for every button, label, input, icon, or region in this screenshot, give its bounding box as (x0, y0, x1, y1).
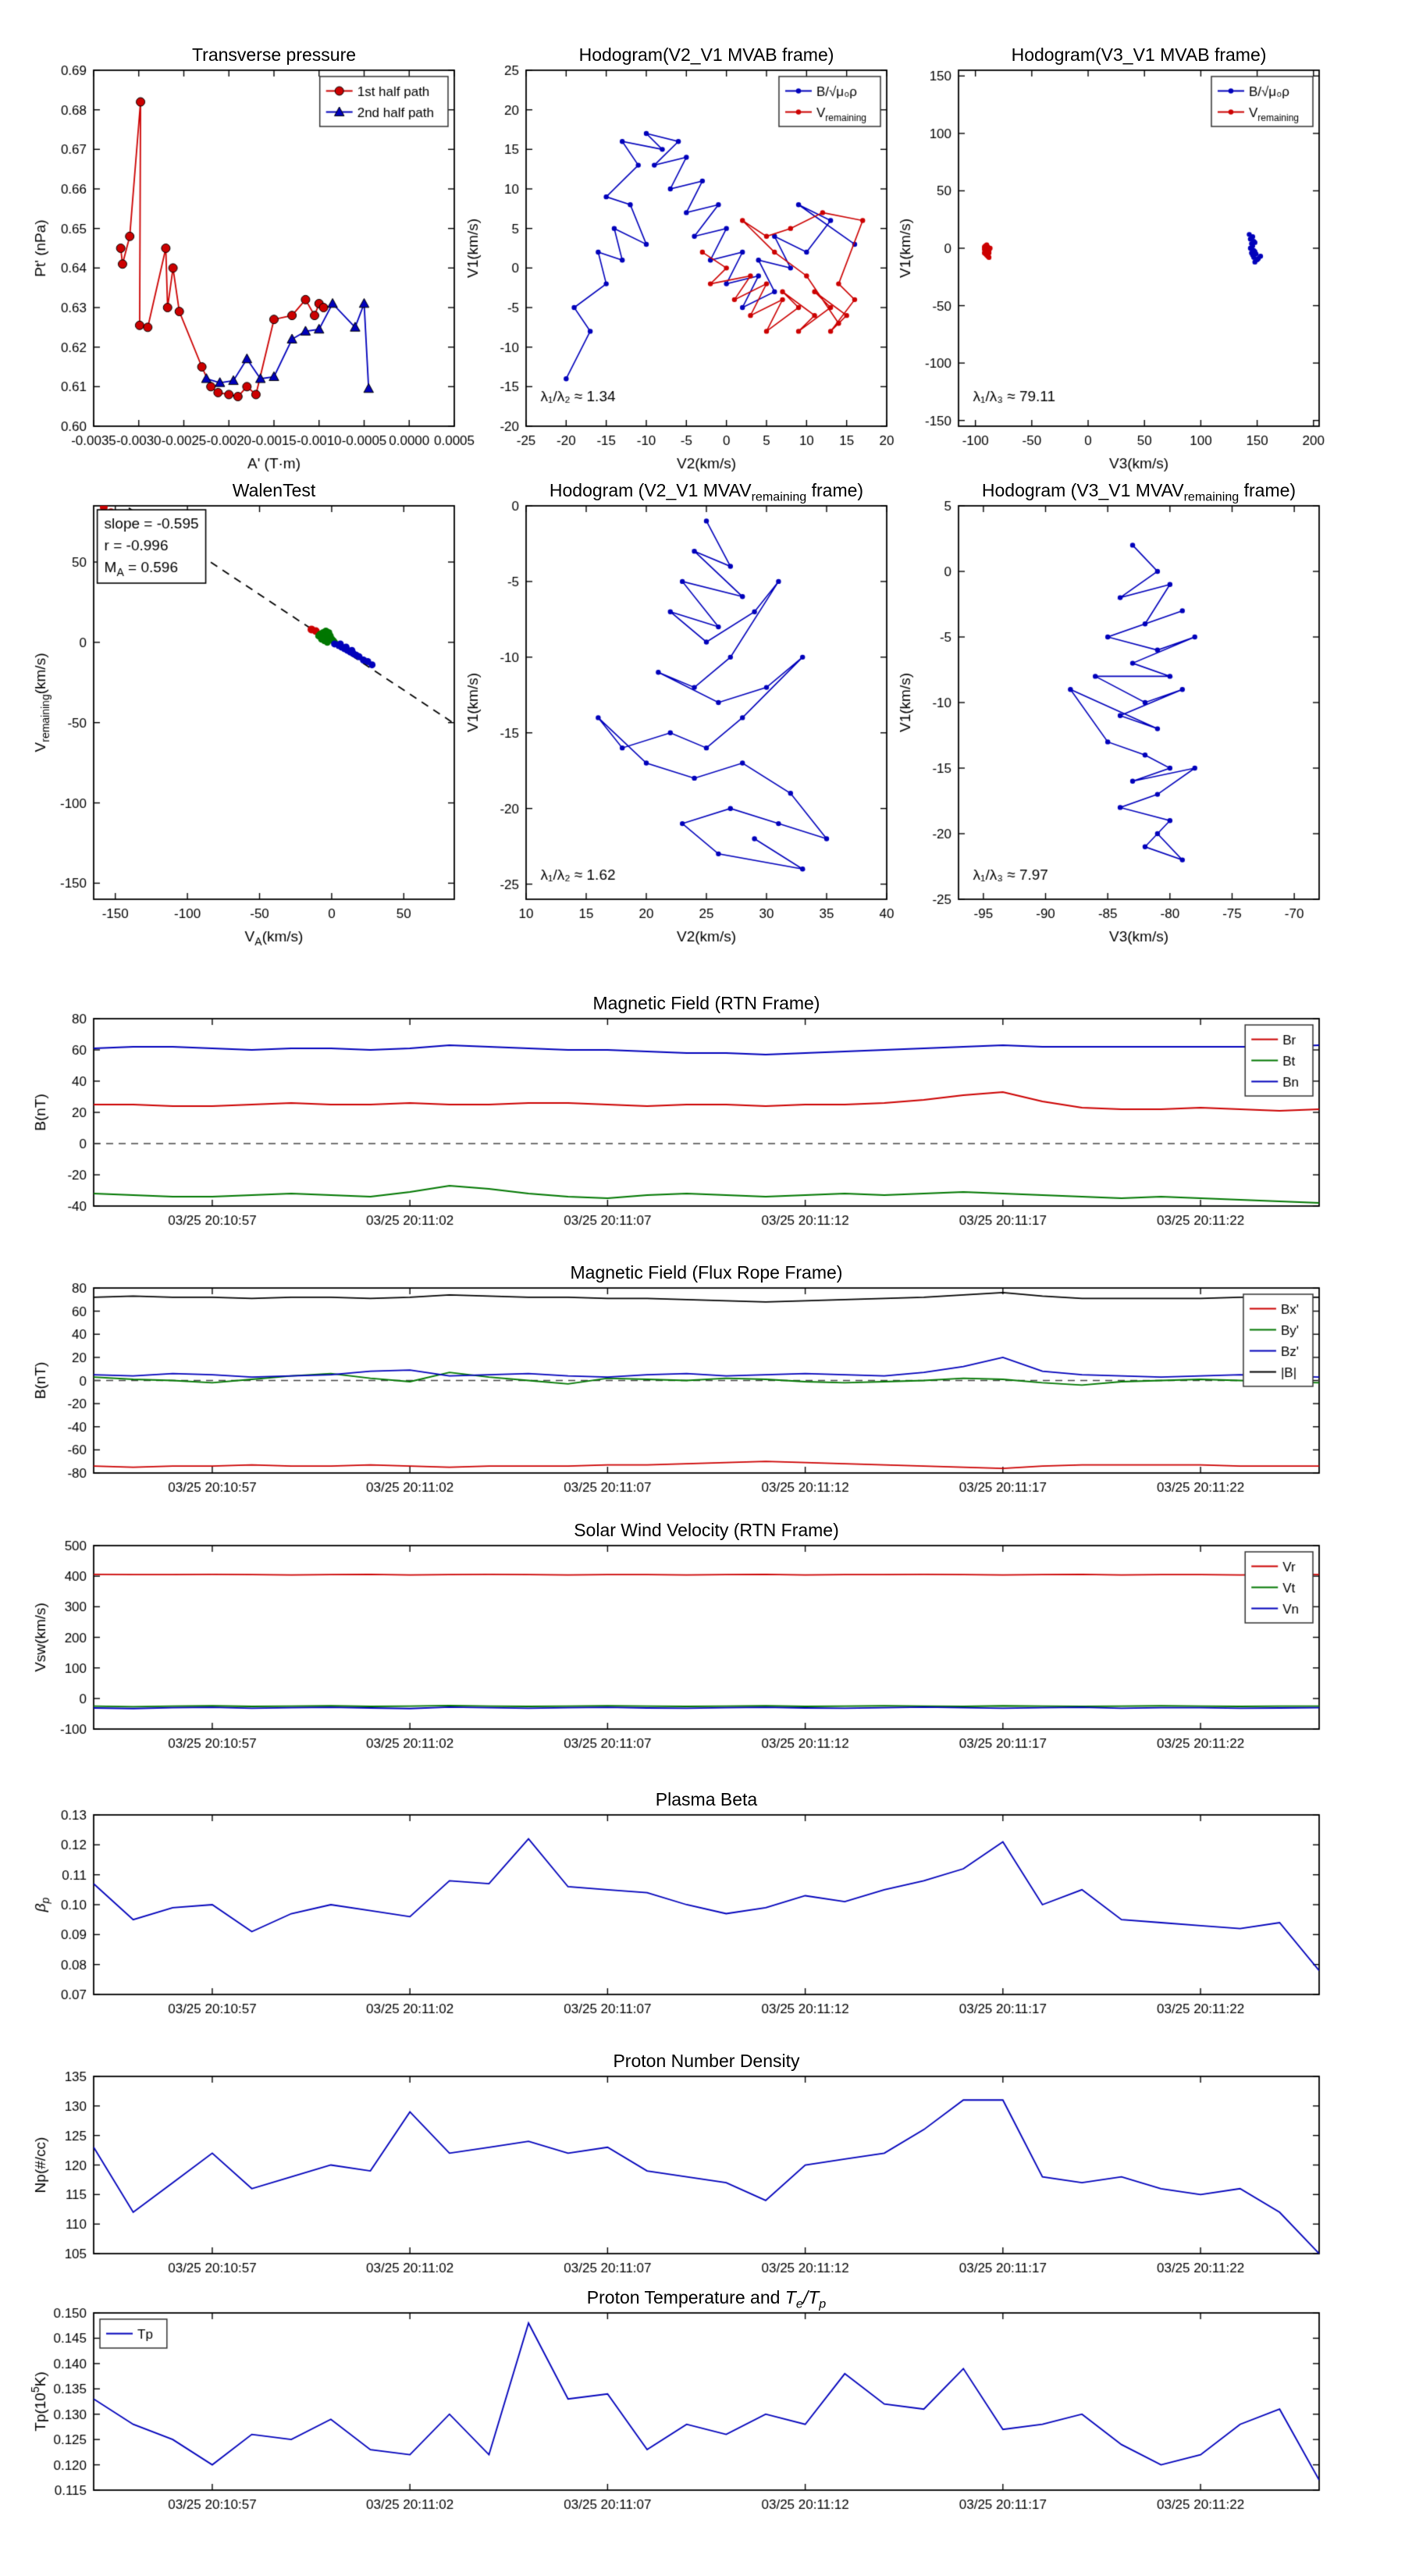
chart-title-hodogram-v2v1-mvab: Hodogram(V2_V1 MVAB frame) (526, 44, 887, 66)
chart-title-text: Hodogram (V2_V1 MVAV (549, 480, 752, 500)
chart-title-walen-test: WalenTest (94, 480, 454, 501)
chart-title-hodogram-v3v1-mvav: Hodogram (V3_V1 MVAVremaining frame) (959, 480, 1319, 505)
chart-title-proton-number-density: Proton Number Density (94, 2051, 1319, 2072)
chart-title-plasma-beta: Plasma Beta (94, 1789, 1319, 1810)
chart-title-text: Transverse pressure (191, 44, 357, 65)
chart-title-sub: remaining (1183, 489, 1240, 504)
chart-title-text: Hodogram(V3_V1 MVAB frame) (1011, 44, 1267, 65)
chart-title-text: Hodogram (V3_V1 MVAV (981, 480, 1184, 500)
chart-title-text: Solar Wind Velocity (RTN Frame) (574, 1520, 839, 1540)
chart-title-solar-wind-velocity: Solar Wind Velocity (RTN Frame) (94, 1520, 1319, 1541)
chart-title-text: frame) (1239, 480, 1297, 500)
chart-title-transverse-pressure: Transverse pressure (94, 44, 454, 66)
chart-title-text: Magnetic Field (RTN Frame) (592, 993, 820, 1013)
chart-title-magnetic-field-rtn: Magnetic Field (RTN Frame) (94, 993, 1319, 1014)
chart-title-text: Hodogram(V2_V1 MVAB frame) (578, 44, 834, 65)
chart-title-proton-temperature: Proton Temperature and Te/Tp (94, 2287, 1319, 2312)
chart-title-math: Te/Tp (784, 2287, 826, 2311)
chart-title-text: /T (802, 2287, 820, 2307)
chart-title-hodogram-v2v1-mvav: Hodogram (V2_V1 MVAVremaining frame) (526, 480, 887, 505)
chart-title-text: WalenTest (232, 480, 316, 500)
chart-title-text: Proton Number Density (613, 2051, 800, 2071)
chart-title-magnetic-field-flux-rope: Magnetic Field (Flux Rope Frame) (94, 1262, 1319, 1283)
chart-title-text: Magnetic Field (Flux Rope Frame) (570, 1262, 843, 1283)
chart-title-text: T (784, 2287, 796, 2307)
chart-title-hodogram-v3v1-mvab: Hodogram(V3_V1 MVAB frame) (959, 44, 1319, 66)
chart-title-sub: remaining (751, 489, 807, 504)
chart-title-text: frame) (806, 480, 864, 500)
chart-title-text: Plasma Beta (655, 1789, 758, 1809)
chart-title-sub: e (795, 2297, 803, 2311)
chart-title-text: Proton Temperature and (586, 2287, 785, 2307)
chart-title-sub: p (819, 2297, 827, 2311)
